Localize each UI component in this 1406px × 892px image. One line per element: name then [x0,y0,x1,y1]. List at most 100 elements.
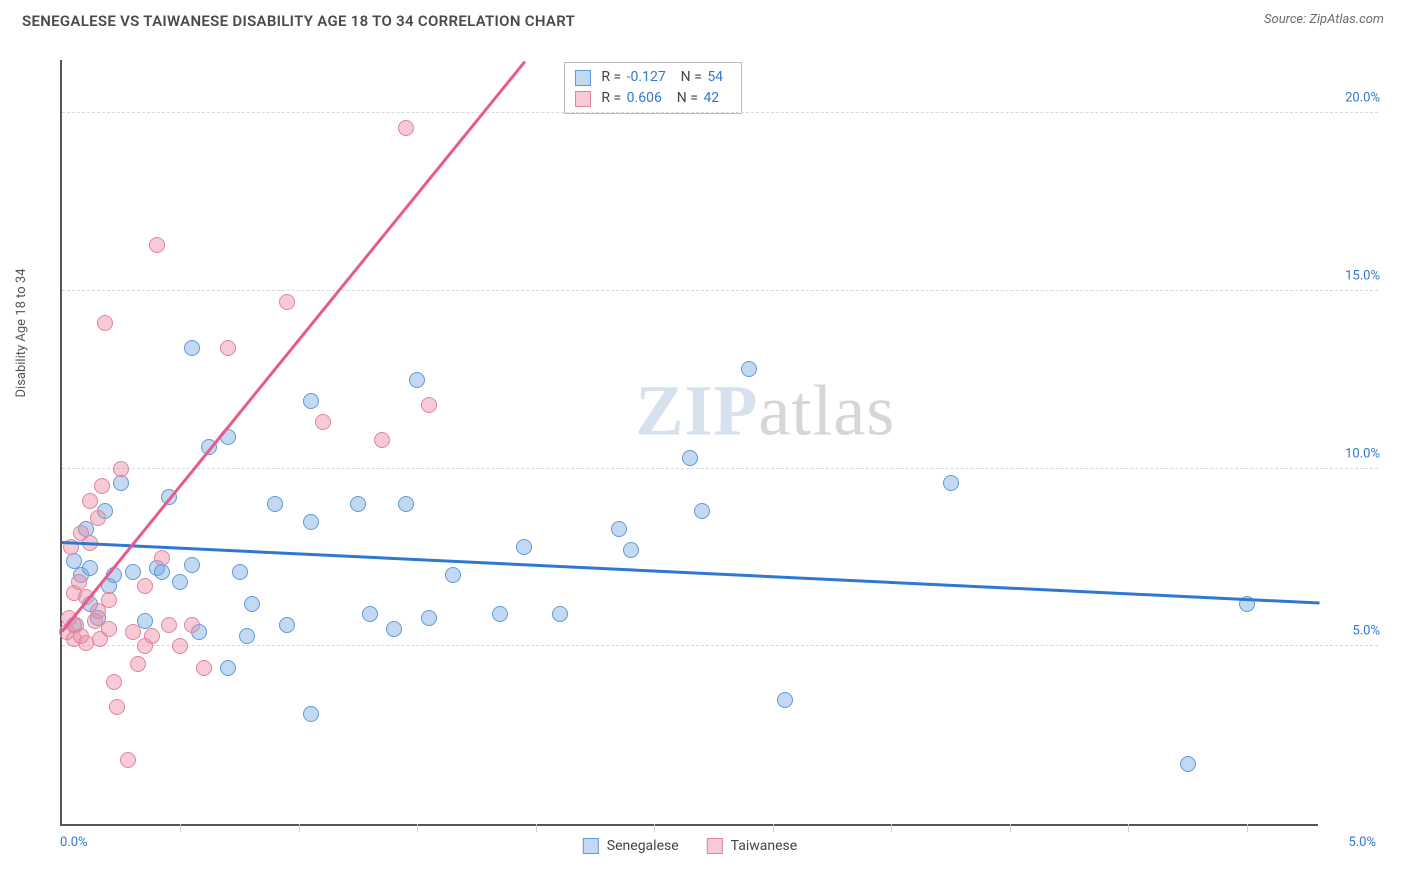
scatter-point-taiwanese [82,493,98,509]
legend: Senegalese Taiwanese [583,838,797,854]
scatter-point-senegalese [232,564,248,580]
x-tick [654,824,655,832]
scatter-point-taiwanese [398,120,414,136]
x-tick [1010,824,1011,832]
scatter-point-senegalese [82,560,98,576]
scatter-point-senegalese [386,621,402,637]
scatter-point-taiwanese [120,752,136,768]
scatter-point-taiwanese [161,617,177,633]
scatter-point-taiwanese [220,340,236,356]
x-tick [891,824,892,832]
scatter-point-taiwanese [172,638,188,654]
y-tick-label: 15.0% [1345,268,1380,283]
swatch-taiwanese [575,91,591,107]
scatter-point-senegalese [777,692,793,708]
scatter-point-senegalese [741,361,757,377]
x-tick [299,824,300,832]
y-tick-label: 20.0% [1345,91,1380,106]
plot-area: ZIPatlas 0.0% 5.0% R = -0.127 N = 54R = … [60,60,1318,826]
gridline-horizontal [62,290,1378,291]
scatter-point-senegalese [350,496,366,512]
scatter-point-taiwanese [90,510,106,526]
scatter-point-senegalese [279,617,295,633]
y-tick-label: 10.0% [1345,446,1380,461]
legend-swatch-taiwanese [707,838,723,854]
scatter-point-senegalese [239,628,255,644]
stats-row-taiwanese: R = 0.606 N = 42 [575,88,731,109]
scatter-point-senegalese [220,660,236,676]
correlation-stats-box: R = -0.127 N = 54R = 0.606 N = 42 [564,62,742,114]
scatter-point-senegalese [492,606,508,622]
legend-item-taiwanese: Taiwanese [707,838,798,854]
x-tick [417,824,418,832]
scatter-point-senegalese [184,557,200,573]
scatter-point-taiwanese [101,592,117,608]
scatter-point-senegalese [184,340,200,356]
scatter-point-taiwanese [144,628,160,644]
scatter-point-taiwanese [101,621,117,637]
scatter-point-senegalese [943,475,959,491]
x-tick-min: 0.0% [60,835,88,850]
scatter-point-senegalese [303,514,319,530]
scatter-point-taiwanese [154,550,170,566]
chart-area: Disability Age 18 to 34 ZIPatlas 0.0% 5.… [18,50,1388,874]
trend-line-taiwanese [61,60,526,632]
swatch-senegalese [575,70,591,86]
scatter-point-senegalese [244,596,260,612]
x-tick-max: 5.0% [1348,835,1376,850]
scatter-point-taiwanese [113,461,129,477]
scatter-point-senegalese [125,564,141,580]
x-tick [536,824,537,832]
scatter-point-taiwanese [421,397,437,413]
scatter-point-senegalese [303,706,319,722]
chart-header: SENEGALESE VS TAIWANESE DISABILITY AGE 1… [0,0,1406,30]
scatter-point-senegalese [398,496,414,512]
scatter-point-taiwanese [130,656,146,672]
scatter-point-senegalese [1180,756,1196,772]
x-tick [180,824,181,832]
gridline-horizontal [62,468,1378,469]
x-tick [1247,824,1248,832]
y-axis-label: Disability Age 18 to 34 [14,269,29,398]
legend-item-senegalese: Senegalese [583,838,679,854]
gridline-horizontal [62,645,1378,646]
x-tick [773,824,774,832]
chart-title: SENEGALESE VS TAIWANESE DISABILITY AGE 1… [22,12,575,30]
chart-source: Source: ZipAtlas.com [1264,12,1384,27]
scatter-point-taiwanese [196,660,212,676]
x-tick [1128,824,1129,832]
scatter-point-taiwanese [94,478,110,494]
scatter-point-senegalese [516,539,532,555]
scatter-point-senegalese [623,542,639,558]
legend-label: Taiwanese [731,838,798,854]
scatter-point-senegalese [409,372,425,388]
scatter-point-taiwanese [137,578,153,594]
scatter-point-senegalese [611,521,627,537]
scatter-point-senegalese [172,574,188,590]
scatter-point-senegalese [362,606,378,622]
scatter-point-taiwanese [315,414,331,430]
watermark: ZIPatlas [635,370,895,453]
scatter-point-senegalese [113,475,129,491]
scatter-point-senegalese [682,450,698,466]
scatter-point-senegalese [552,606,568,622]
scatter-point-taiwanese [184,617,200,633]
legend-swatch-senegalese [583,838,599,854]
legend-label: Senegalese [607,838,679,854]
scatter-point-taiwanese [374,432,390,448]
scatter-point-senegalese [154,564,170,580]
scatter-point-taiwanese [125,624,141,640]
scatter-point-taiwanese [149,237,165,253]
trend-line-senegalese [62,541,1320,604]
scatter-point-senegalese [421,610,437,626]
stats-row-senegalese: R = -0.127 N = 54 [575,67,731,88]
gridline-horizontal [62,112,1378,113]
y-tick-label: 5.0% [1352,624,1380,639]
scatter-point-senegalese [445,567,461,583]
scatter-point-senegalese [694,503,710,519]
scatter-point-taiwanese [106,674,122,690]
scatter-point-taiwanese [279,294,295,310]
scatter-point-senegalese [267,496,283,512]
scatter-point-taiwanese [97,315,113,331]
scatter-point-senegalese [303,393,319,409]
